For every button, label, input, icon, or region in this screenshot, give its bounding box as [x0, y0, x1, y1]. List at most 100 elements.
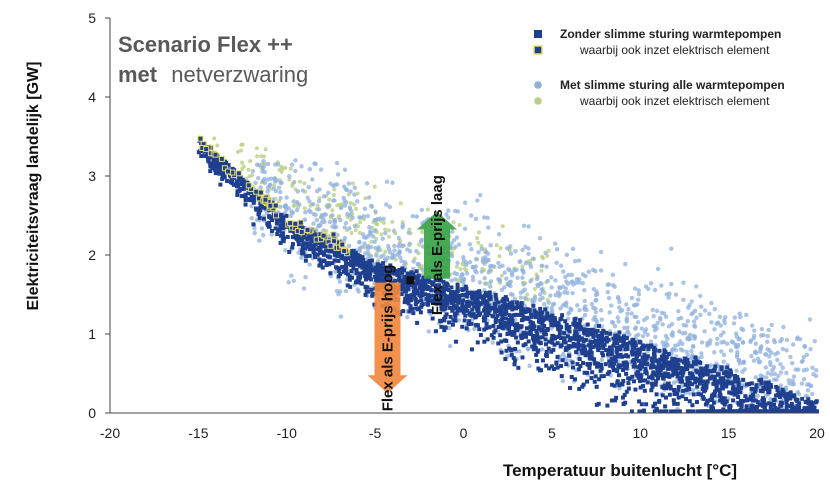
point-series-3	[381, 216, 386, 221]
point-series-1	[357, 263, 362, 268]
point-series-1	[772, 402, 777, 407]
point-series-1	[761, 385, 766, 390]
point-series-1	[624, 371, 629, 376]
legend-label: Met slimme sturing alle warmtepompen	[560, 78, 785, 92]
point-series-3	[504, 276, 509, 281]
point-series-1	[748, 394, 753, 399]
point-series-3	[737, 336, 742, 341]
point-series-1	[235, 192, 240, 197]
point-series-1	[711, 409, 716, 414]
point-series-1	[617, 330, 622, 335]
point-series-3	[622, 261, 628, 267]
point-series-3	[446, 208, 451, 213]
point-series-1	[469, 321, 474, 326]
point-series-1	[763, 384, 768, 389]
point-series-1	[577, 327, 582, 332]
point-series-1	[222, 175, 227, 180]
point-series-1	[687, 380, 692, 385]
point-series-3	[799, 381, 805, 386]
point-series-1	[496, 324, 501, 329]
point-series-3	[355, 287, 360, 292]
point-series-1	[806, 405, 811, 410]
point-series-3	[444, 212, 449, 217]
point-series-1	[438, 292, 443, 297]
point-series-3	[784, 337, 790, 343]
point-series-1	[750, 398, 755, 403]
point-series-1	[684, 396, 689, 401]
point-series-3	[272, 179, 278, 184]
point-series-1	[559, 363, 564, 368]
point-series-3	[676, 342, 681, 347]
point-series-3	[545, 278, 551, 284]
point-series-3	[295, 200, 300, 206]
point-series-3	[343, 220, 349, 226]
point-series-1	[785, 403, 790, 408]
point-series-1	[573, 343, 578, 348]
point-series-3	[584, 307, 589, 313]
point-series-4	[356, 224, 361, 229]
point-series-1	[219, 162, 224, 167]
point-series-3	[699, 354, 704, 360]
point-series-3	[294, 207, 300, 213]
point-series-1	[474, 322, 479, 327]
point-series-3	[618, 309, 623, 314]
point-series-1	[729, 391, 734, 396]
point-series-1	[208, 155, 213, 160]
point-series-1	[589, 376, 594, 381]
point-series-4	[212, 136, 217, 141]
point-series-1	[215, 161, 220, 166]
point-series-1	[453, 318, 458, 323]
point-series-3	[655, 320, 660, 326]
point-series-4	[417, 242, 422, 247]
point-series-1	[568, 385, 573, 390]
point-series-1	[397, 267, 402, 272]
point-series-1	[440, 290, 445, 295]
point-series-1	[441, 279, 446, 284]
point-series-3	[538, 292, 543, 297]
point-series-3	[488, 279, 494, 284]
point-series-3	[718, 333, 724, 338]
point-series-3	[736, 358, 742, 363]
point-series-1	[411, 282, 416, 287]
point-series-1	[354, 267, 359, 272]
point-series-1	[577, 322, 582, 327]
point-series-3	[523, 261, 529, 266]
point-series-3	[554, 246, 560, 252]
point-series-1	[672, 401, 677, 406]
point-series-3	[722, 318, 727, 323]
point-series-1	[451, 318, 456, 323]
data-points	[196, 135, 819, 414]
point-series-3	[778, 362, 783, 367]
point-series-3	[368, 229, 373, 234]
point-series-3	[252, 230, 257, 236]
point-series-3	[759, 326, 765, 332]
point-series-1	[638, 366, 643, 371]
point-series-1	[290, 245, 295, 250]
point-series-1	[686, 378, 691, 383]
point-series-1	[585, 328, 590, 333]
point-series-3	[454, 235, 460, 240]
point-series-1	[622, 392, 627, 397]
point-series-1	[483, 305, 488, 310]
point-series-1	[418, 310, 423, 315]
point-series-1	[376, 267, 381, 272]
point-series-3	[702, 329, 707, 334]
point-series-1	[414, 288, 419, 293]
point-series-1	[311, 245, 316, 250]
point-series-1	[493, 309, 498, 314]
x-axis-title: Temperatuur buitenlucht [°C]	[503, 461, 737, 480]
point-series-1	[567, 338, 572, 343]
point-series-3	[606, 295, 612, 301]
point-series-1	[463, 284, 468, 289]
point-series-1	[726, 381, 731, 386]
point-series-1	[659, 354, 664, 359]
point-series-1	[727, 390, 732, 395]
point-series-1	[346, 256, 351, 261]
point-series-1	[202, 153, 207, 158]
point-series-1	[720, 386, 725, 391]
point-series-1	[482, 293, 487, 298]
point-series-3	[342, 167, 348, 173]
point-series-1	[246, 191, 251, 196]
point-series-1	[633, 387, 638, 392]
point-series-1	[666, 366, 671, 371]
